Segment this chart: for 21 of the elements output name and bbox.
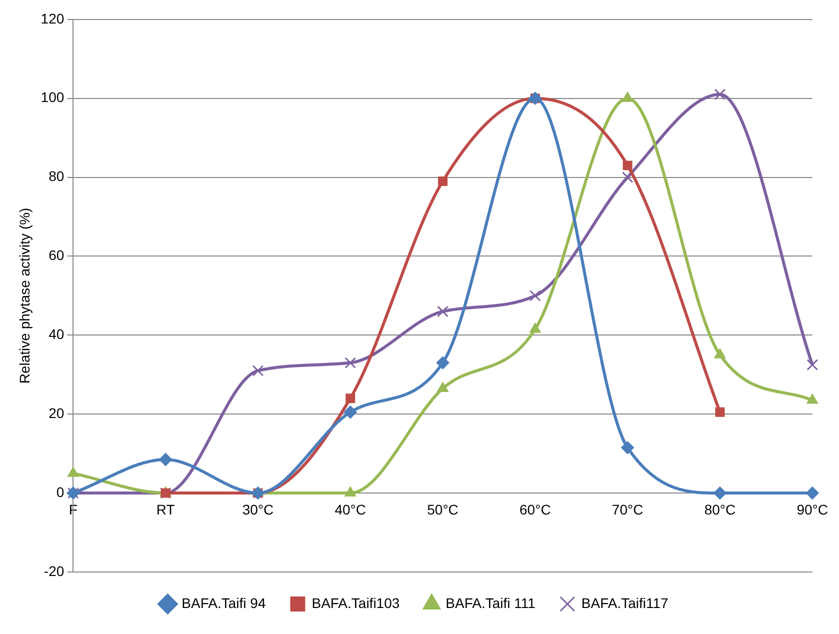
y-tick-label: 120	[40, 10, 64, 26]
legend-label: BAFA.Taifi 94	[182, 594, 266, 611]
y-tick-label: 80	[48, 168, 64, 184]
legend-label: BAFA.Taifi117	[581, 594, 669, 611]
y-tick-label: 40	[48, 326, 64, 342]
x-tick-label: 90°C	[796, 501, 828, 518]
x-tick-label: 40°C	[334, 501, 366, 518]
x-tick-label: 60°C	[520, 501, 551, 518]
y-tick-label: 20	[48, 404, 64, 421]
legend-label: BAFA.Taifi103	[312, 594, 400, 611]
y-tick-label: 100	[40, 89, 64, 106]
x-tick-label: 30°C	[242, 501, 274, 518]
y-tick-label: 0	[56, 484, 64, 500]
x-tick-label: 70°C	[612, 501, 644, 518]
legend-label: BAFA.Taifi 111	[446, 594, 536, 611]
y-tick-label: 60	[48, 247, 64, 264]
y-tick-label: -20	[44, 562, 64, 579]
x-tick-label: 50°C	[427, 501, 458, 518]
x-tick-label: 80°C	[704, 501, 736, 518]
x-tick-label: RT	[156, 501, 176, 518]
y-axis-title: Relative phytase activity (%)	[16, 208, 32, 384]
